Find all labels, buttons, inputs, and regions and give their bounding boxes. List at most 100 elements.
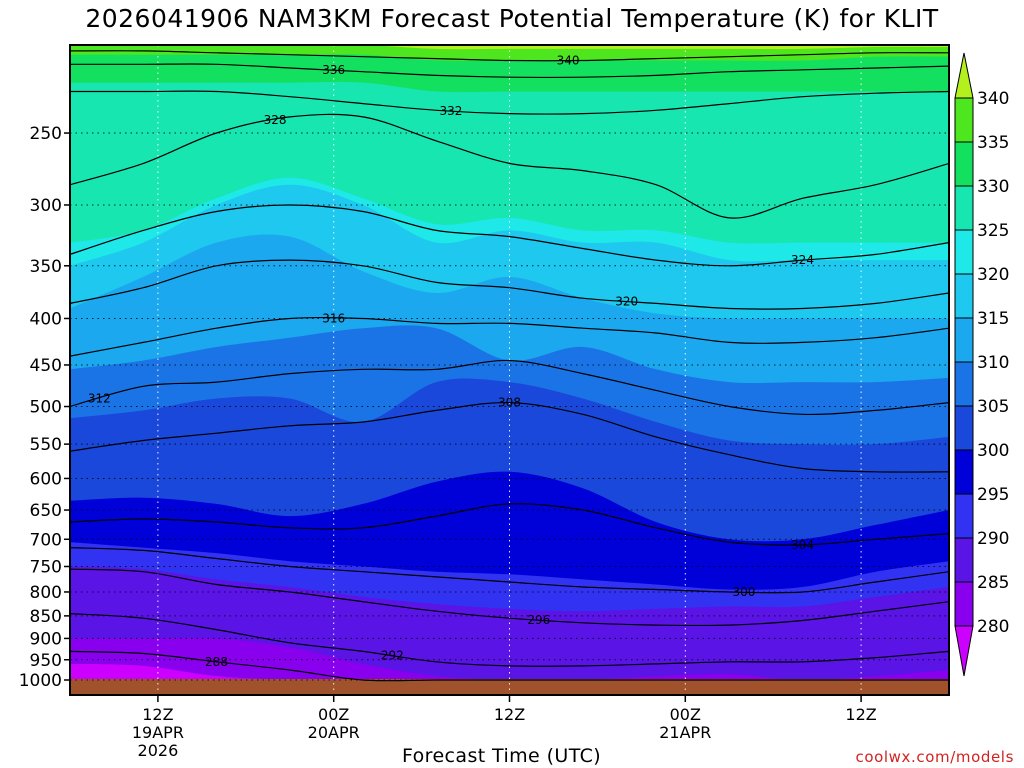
credit-text: coolwx.com/models xyxy=(855,748,1014,766)
contour-line xyxy=(70,547,949,594)
contour-line xyxy=(70,613,949,667)
contour-316: 316 xyxy=(70,311,949,357)
colorbar-swatch xyxy=(954,141,974,187)
colorbar-label: 340 xyxy=(977,89,1009,109)
y-tick-label: 450 xyxy=(30,356,62,376)
colorbar-label: 315 xyxy=(977,309,1009,329)
contour-label: 332 xyxy=(439,104,462,118)
x-tick-label: 00Z xyxy=(318,705,349,724)
colorbar-label: 320 xyxy=(977,265,1009,285)
contour-312: 312 xyxy=(70,359,949,416)
colorbar-label: 300 xyxy=(977,441,1009,461)
contour-304: 304 xyxy=(70,503,949,552)
y-tick-label: 300 xyxy=(30,196,62,216)
y-tick-label: 850 xyxy=(30,607,62,627)
y-tick-label: 650 xyxy=(30,501,62,521)
contour-line xyxy=(70,90,949,115)
colorbar-swatch xyxy=(954,185,974,231)
contour-line xyxy=(70,359,949,416)
x-tick-label: 12Z xyxy=(142,705,173,724)
y-tick-label: 800 xyxy=(30,583,62,603)
y-tick-label: 250 xyxy=(30,124,62,144)
contour-308: 308 xyxy=(70,396,949,473)
colorbar-label: 295 xyxy=(977,485,1009,505)
contour-288: 288 xyxy=(70,650,949,682)
contour-332: 332 xyxy=(70,90,949,118)
contour-label: 312 xyxy=(88,392,111,406)
colorbar-swatch xyxy=(954,273,974,319)
y-tick-label: 950 xyxy=(30,651,62,671)
contour-line xyxy=(70,650,949,682)
contour-line xyxy=(70,316,949,357)
colorbar-swatch xyxy=(954,405,974,451)
contour-label: 320 xyxy=(615,294,638,308)
contour-label: 328 xyxy=(264,113,287,127)
y-tick-label: 1000 xyxy=(19,671,62,691)
colorbar-swatch xyxy=(954,229,974,275)
contour-line xyxy=(70,63,949,79)
contour-320: 320 xyxy=(70,259,949,310)
contour-label: 296 xyxy=(527,613,550,627)
filled-contours xyxy=(70,45,949,681)
y-tick-label: 350 xyxy=(30,257,62,277)
y-tick-label: 700 xyxy=(30,530,62,550)
contour-line xyxy=(70,259,949,310)
contour-300: 300 xyxy=(70,547,949,599)
colorbar-label: 335 xyxy=(977,133,1009,153)
contour-340: 340 xyxy=(70,50,949,67)
contour-label: 308 xyxy=(498,396,521,410)
colorbar-swatch xyxy=(954,537,974,583)
y-tick-label: 400 xyxy=(30,309,62,329)
x-tick-label: 00Z xyxy=(670,705,701,724)
colorbar-label: 290 xyxy=(977,529,1009,549)
colorbar: 280 285 290 295 300 305 310 315 320 325 330 335 340 xyxy=(954,52,1009,677)
contour-label: 316 xyxy=(322,311,345,325)
contour-292: 292 xyxy=(70,613,949,667)
colorbar-label: 280 xyxy=(977,617,1009,637)
contour-label: 300 xyxy=(732,585,755,599)
colorbar-label: 325 xyxy=(977,221,1009,241)
contour-336: 336 xyxy=(70,63,949,79)
colorbar-swatch xyxy=(954,317,974,363)
contour-line xyxy=(70,50,949,62)
contour-lines: 288 292 296 300 304 308 312 316 320 324 328 332 336 3… xyxy=(70,50,949,682)
contour-324: 324 xyxy=(70,204,949,267)
colorbar-min-arrow xyxy=(954,625,974,677)
contour-label: 324 xyxy=(791,253,814,267)
colorbar-swatch xyxy=(954,97,974,143)
contour-label: 292 xyxy=(381,649,404,663)
y-axis: 2503003504004505005506006507007508008509… xyxy=(19,124,70,691)
colorbar-max-arrow xyxy=(954,52,974,99)
x-tick-label: 12Z xyxy=(494,705,525,724)
colorbar-label: 285 xyxy=(977,573,1009,593)
contour-line xyxy=(70,503,949,546)
colorbar-label: 330 xyxy=(977,177,1009,197)
colorbar-swatch xyxy=(954,493,974,539)
contour-line xyxy=(70,401,949,473)
ground-terrain xyxy=(70,679,949,695)
contour-label: 304 xyxy=(791,538,814,552)
contour-line xyxy=(70,568,949,627)
colorbar-swatch xyxy=(954,449,974,495)
x-tick-label: 12Z xyxy=(845,705,876,724)
y-tick-label: 550 xyxy=(30,435,62,455)
chart-title: 2026041906 NAM3KM Forecast Potential Tem… xyxy=(85,4,939,33)
y-tick-label: 900 xyxy=(30,629,62,649)
colorbar-swatch xyxy=(954,581,974,627)
x-tick-label: 19APR xyxy=(132,723,184,742)
x-axis-title: Forecast Time (UTC) xyxy=(402,745,602,767)
y-tick-label: 500 xyxy=(30,398,62,418)
y-tick-label: 750 xyxy=(30,557,62,577)
y-tick-label: 600 xyxy=(30,469,62,489)
colorbar-swatch xyxy=(954,361,974,407)
colorbar-label: 310 xyxy=(977,353,1009,373)
contour-label: 340 xyxy=(557,53,580,67)
contour-line xyxy=(70,204,949,267)
x-tick-label: 21APR xyxy=(659,723,711,742)
x-tick-label: 20APR xyxy=(308,723,360,742)
contour-line xyxy=(70,113,949,219)
fill-band-345 xyxy=(70,45,949,50)
contour-label: 336 xyxy=(322,63,345,77)
